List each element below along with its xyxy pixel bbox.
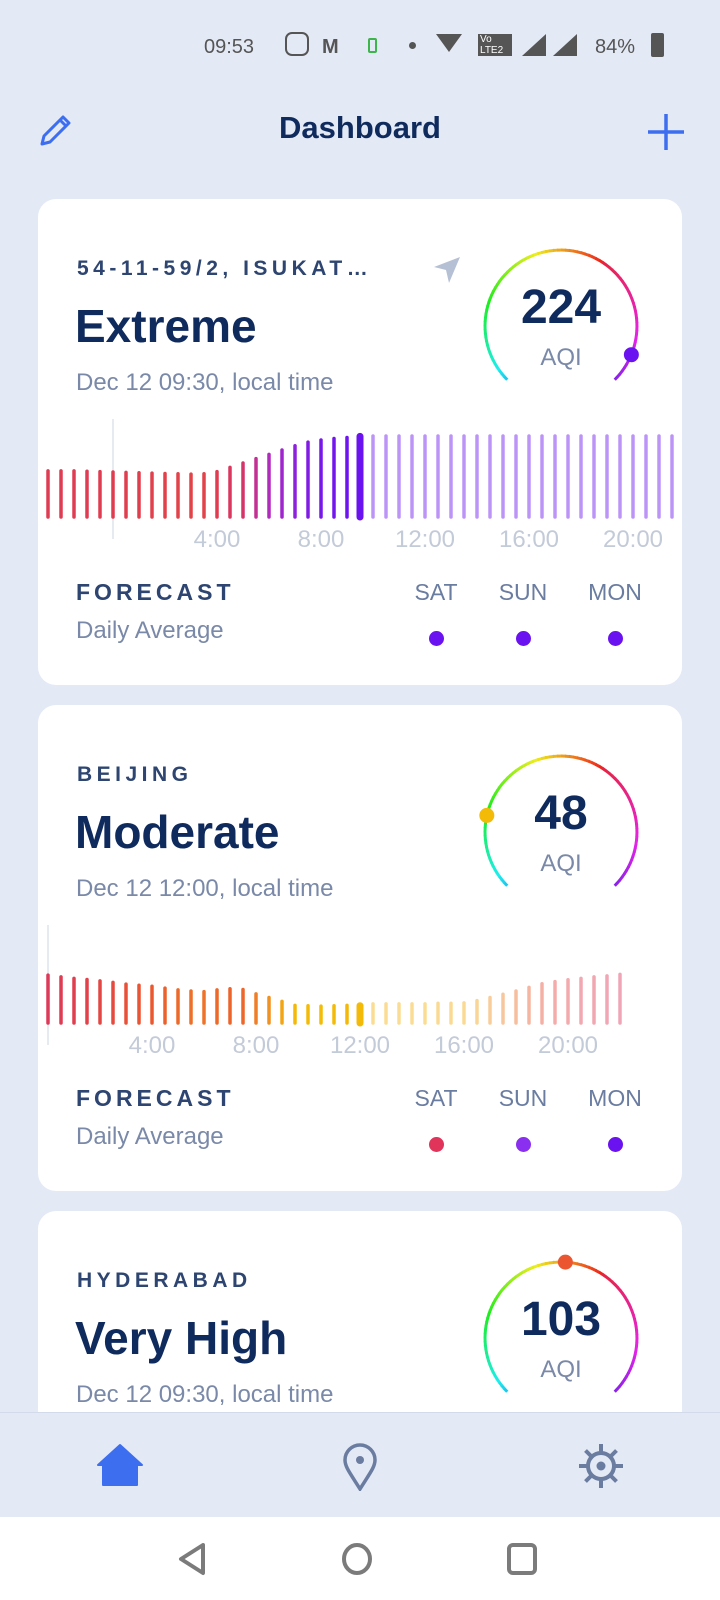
hourly-aqi-chart[interactable]: 4:00 8:00 12:00 16:00 20:00	[38, 925, 682, 1065]
current-location-arrow-icon	[434, 257, 460, 283]
home-circle-icon	[342, 1543, 372, 1575]
gauge-marker-dot	[623, 347, 639, 363]
forecast-day-sat: SAT	[414, 1085, 458, 1111]
cards-list[interactable]: 54-11-59/2, ISUKAT… Extreme Dec 12 09:30…	[0, 0, 720, 1412]
nav-home[interactable]	[96, 1443, 144, 1492]
status-bar: 09:53 M Vo LTE2 84%	[0, 30, 720, 66]
wifi-icon	[436, 34, 462, 52]
forecast-day-mon: MON	[588, 1085, 642, 1111]
update-time: Dec 12 09:30, local time	[76, 1381, 334, 1408]
back-triangle-icon	[179, 1543, 205, 1575]
system-navigation-bar	[0, 1517, 720, 1600]
battery-percent: 84%	[595, 36, 636, 58]
add-location-plus-icon[interactable]	[646, 112, 686, 152]
forecast-day-sun: SUN	[498, 1085, 548, 1111]
gmail-icon: M	[322, 36, 339, 58]
home-icon	[97, 1444, 143, 1486]
forecast-day-mon: MON	[588, 579, 642, 605]
location-name: BEIJING	[77, 763, 193, 786]
forecast-subtitle: Daily Average	[76, 617, 224, 644]
aqi-category: Moderate	[75, 806, 280, 858]
settings-gear-icon	[579, 1444, 623, 1488]
forecast-day-sat: SAT	[414, 579, 458, 605]
aqi-label: AQI	[540, 850, 582, 877]
forecast-dot	[516, 1137, 531, 1152]
aqi-gauge	[479, 754, 639, 887]
update-time: Dec 12 12:00, local time	[76, 875, 334, 902]
location-card[interactable]: BEIJING Moderate Dec 12 12:00, local tim…	[38, 705, 682, 1191]
gauge-marker-dot	[479, 807, 495, 823]
x-tick-label: 20:00	[603, 526, 663, 553]
x-tick-label: 16:00	[434, 1032, 494, 1059]
location-pin-icon	[343, 1443, 377, 1493]
x-tick-label: 20:00	[538, 1032, 598, 1059]
aqi-value: 224	[520, 281, 602, 334]
location-card[interactable]: HYDERABAD Very High Dec 12 09:30, local …	[38, 1211, 682, 1412]
forecast-heading: FORECAST	[76, 1085, 235, 1111]
aqi-value: 103	[520, 1293, 602, 1346]
x-tick-label: 4:00	[129, 1032, 176, 1059]
recents-square-icon	[507, 1543, 537, 1575]
x-tick-label: 4:00	[194, 526, 241, 553]
aqi-category: Very High	[75, 1312, 288, 1364]
forecast-day-sun: SUN	[498, 579, 548, 605]
aqi-gauge	[483, 1254, 639, 1393]
x-tick-label: 16:00	[499, 526, 559, 553]
aqi-category: Extreme	[75, 300, 257, 352]
x-tick-label: 8:00	[298, 526, 345, 553]
gauge-arc-segment	[613, 881, 619, 887]
aqi-label: AQI	[540, 1356, 582, 1383]
nav-settings[interactable]	[576, 1441, 626, 1496]
nav-locations[interactable]	[340, 1443, 380, 1496]
recents-button[interactable]	[505, 1541, 539, 1582]
gauge-marker-dot	[557, 1254, 573, 1270]
forecast-dot	[429, 1137, 444, 1152]
edit-pencil-icon[interactable]	[36, 112, 74, 150]
bottom-navigation	[0, 1412, 720, 1517]
forecast-dot	[516, 631, 531, 646]
aqi-gauge	[483, 248, 639, 381]
location-name: HYDERABAD	[77, 1269, 252, 1292]
back-button[interactable]	[176, 1541, 210, 1582]
instagram-icon	[285, 32, 309, 56]
forecast-dot	[608, 1137, 623, 1152]
x-tick-label: 12:00	[395, 526, 455, 553]
x-tick-label: 12:00	[330, 1032, 390, 1059]
location-name: 54-11-59/2, ISUKAT…	[77, 257, 373, 280]
app-header: Dashboard	[0, 100, 720, 156]
x-tick-label: 8:00	[233, 1032, 280, 1059]
gauge-arc-segment	[613, 375, 619, 381]
charging-icon	[368, 38, 377, 53]
signal-icon	[522, 34, 546, 56]
gauge-arc-segment	[613, 1387, 619, 1393]
forecast-dot	[608, 631, 623, 646]
update-time: Dec 12 09:30, local time	[76, 369, 334, 396]
aqi-value: 48	[534, 787, 588, 840]
aqi-label: AQI	[540, 344, 582, 371]
hourly-aqi-chart[interactable]: 4:00 8:00 12:00 16:00 20:00	[38, 419, 682, 559]
signal-icon-2	[553, 34, 577, 56]
forecast-dot	[429, 631, 444, 646]
forecast-subtitle: Daily Average	[76, 1123, 224, 1150]
battery-icon	[651, 33, 664, 57]
notification-dot-icon	[409, 42, 416, 49]
forecast-heading: FORECAST	[76, 579, 235, 605]
location-card[interactable]: 54-11-59/2, ISUKAT… Extreme Dec 12 09:30…	[38, 199, 682, 685]
status-time: 09:53	[204, 36, 255, 58]
home-system-button[interactable]	[340, 1541, 374, 1582]
volte-icon: Vo LTE2	[478, 34, 512, 56]
page-title: Dashboard	[279, 110, 441, 145]
